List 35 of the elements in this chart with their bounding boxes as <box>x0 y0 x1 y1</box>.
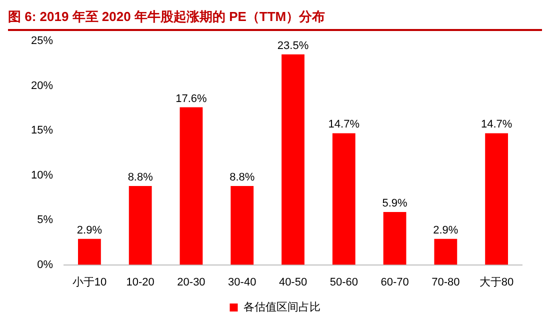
bar <box>128 186 152 265</box>
y-tick-label: 0% <box>37 258 54 271</box>
bar <box>180 107 203 265</box>
y-tick-label: 15% <box>30 124 54 137</box>
data-label: 2.9% <box>433 224 458 236</box>
x-tick-label: 大于80 <box>479 275 514 288</box>
y-tick-label: 20% <box>30 80 54 92</box>
y-tick-label: 5% <box>37 214 54 226</box>
data-label: 2.9% <box>76 224 102 236</box>
x-tick-label: 70-80 <box>432 276 460 288</box>
x-tick-label: 40-50 <box>278 276 308 288</box>
x-tick-label: 10-20 <box>126 276 154 288</box>
data-label: 14.7% <box>480 118 512 131</box>
bar <box>434 238 458 265</box>
data-label: 8.8% <box>128 172 154 184</box>
data-label: 17.6% <box>176 92 208 105</box>
x-tick-label: 60-70 <box>380 276 409 288</box>
bar <box>282 54 304 265</box>
x-tick-label: 50-60 <box>330 276 358 288</box>
bar <box>485 133 508 265</box>
x-tick-label: 小于10 <box>72 275 107 288</box>
bar <box>332 133 356 265</box>
chart-title: 图 6: 2019 年至 2020 年牛股起涨期的 PE（TTM）分布 <box>8 8 542 31</box>
x-tick-label: 30-40 <box>228 276 256 288</box>
legend-label: 各估值区间占比 <box>243 300 320 314</box>
bar <box>383 212 406 265</box>
data-label: 5.9% <box>382 198 408 210</box>
x-tick-label: 20-30 <box>177 276 206 288</box>
bar <box>230 186 254 265</box>
y-tick-label: 10% <box>30 169 54 182</box>
data-label: 14.7% <box>328 118 360 131</box>
data-label: 23.5% <box>277 40 309 52</box>
y-tick-label: 25% <box>30 35 54 48</box>
bar <box>78 238 101 265</box>
data-label: 8.8% <box>230 172 255 184</box>
